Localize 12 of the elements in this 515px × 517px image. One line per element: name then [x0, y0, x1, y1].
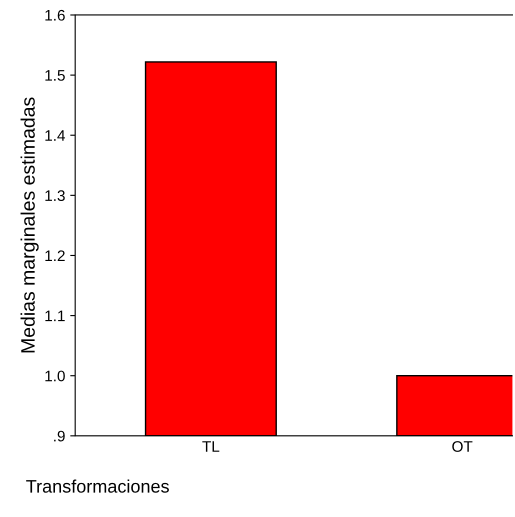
y-tick-label: 1.5 — [45, 70, 65, 81]
y-tick-label: 1.3 — [45, 190, 65, 202]
x-tick-label: OT — [452, 441, 472, 452]
y-tick-label: 1.1 — [45, 310, 65, 322]
y-tick-label: 1.0 — [45, 370, 65, 382]
y-axis-title: Medias marginales estimadas — [20, 98, 39, 352]
y-tick-label: .9 — [54, 430, 65, 442]
y-tick-label: 1.4 — [45, 130, 66, 141]
y-tick-label: 1.2 — [45, 250, 65, 262]
x-axis-title: Transformaciones — [26, 479, 169, 493]
x-tick-label: TL — [202, 441, 220, 452]
y-tick-label: 1.6 — [45, 10, 65, 21]
